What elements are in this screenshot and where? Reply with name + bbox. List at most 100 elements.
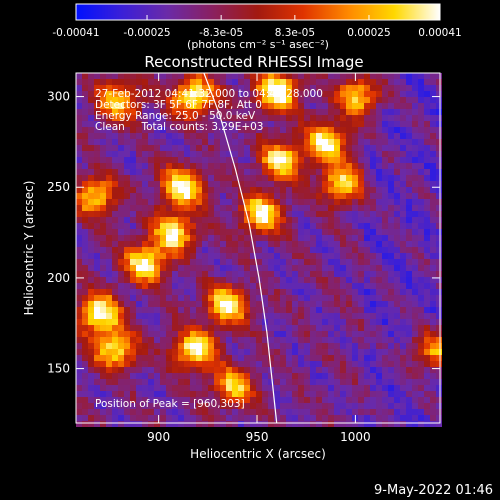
heatmap-cell <box>346 241 352 247</box>
heatmap-cell <box>310 265 316 271</box>
heatmap-cell <box>412 223 418 229</box>
heatmap-cell <box>76 175 82 181</box>
heatmap-cell <box>100 85 106 91</box>
heatmap-cell <box>370 127 376 133</box>
heatmap-cell <box>82 217 88 223</box>
heatmap-cell <box>304 169 310 175</box>
heatmap-cell <box>304 199 310 205</box>
heatmap-cell <box>124 319 130 325</box>
heatmap-cell <box>376 301 382 307</box>
heatmap-cell <box>424 229 430 235</box>
heatmap-cell <box>256 175 262 181</box>
heatmap-cell <box>208 271 214 277</box>
heatmap-cell <box>316 373 322 379</box>
heatmap-cell <box>436 151 442 157</box>
heatmap-cell <box>106 253 112 259</box>
heatmap-cell <box>142 385 148 391</box>
heatmap-cell <box>112 79 118 85</box>
heatmap-cell <box>190 205 196 211</box>
heatmap-cell <box>76 325 82 331</box>
heatmap-cell <box>268 265 274 271</box>
heatmap-cell <box>388 103 394 109</box>
heatmap-cell <box>112 217 118 223</box>
heatmap-cell <box>178 211 184 217</box>
heatmap-cell <box>148 385 154 391</box>
heatmap-cell <box>340 391 346 397</box>
heatmap-cell <box>250 175 256 181</box>
heatmap-cell <box>100 217 106 223</box>
heatmap-cell <box>376 121 382 127</box>
heatmap-cell <box>412 211 418 217</box>
heatmap-cell <box>232 91 238 97</box>
heatmap-cell <box>298 397 304 403</box>
heatmap-cell <box>394 331 400 337</box>
heatmap-cell <box>130 397 136 403</box>
heatmap-cell <box>280 349 286 355</box>
heatmap-cell <box>196 211 202 217</box>
heatmap-cell <box>358 151 364 157</box>
heatmap-cell <box>430 175 436 181</box>
heatmap-cell <box>328 265 334 271</box>
heatmap-cell <box>364 91 370 97</box>
heatmap-cell <box>154 301 160 307</box>
heatmap-cell <box>178 283 184 289</box>
heatmap-cell <box>418 391 424 397</box>
heatmap-cell <box>382 343 388 349</box>
heatmap-cell <box>274 127 280 133</box>
heatmap-cell <box>376 265 382 271</box>
heatmap-cell <box>358 271 364 277</box>
heatmap-cell <box>220 355 226 361</box>
heatmap-cell <box>406 259 412 265</box>
colorbar-tick-label: -8.3e-05 <box>199 27 243 39</box>
heatmap-cell <box>82 73 88 79</box>
heatmap-cell <box>298 121 304 127</box>
heatmap-cell <box>124 121 130 127</box>
heatmap-cell <box>112 265 118 271</box>
heatmap-cell <box>268 121 274 127</box>
heatmap-cell <box>256 229 262 235</box>
heatmap-cell <box>256 181 262 187</box>
heatmap-cell <box>184 235 190 241</box>
heatmap-cell <box>412 97 418 103</box>
heatmap-cell <box>286 391 292 397</box>
heatmap-cell <box>250 319 256 325</box>
y-axis-tick-label: 150 <box>47 362 70 376</box>
heatmap-cell <box>148 241 154 247</box>
heatmap-cell <box>262 175 268 181</box>
heatmap-cell <box>130 301 136 307</box>
heatmap-cell <box>118 373 124 379</box>
heatmap-cell <box>382 253 388 259</box>
heatmap-cell <box>334 421 340 427</box>
heatmap-cell <box>202 133 208 139</box>
heatmap-cell <box>184 73 190 79</box>
heatmap-cell <box>124 403 130 409</box>
heatmap-cell <box>196 379 202 385</box>
heatmap-cell <box>412 85 418 91</box>
heatmap-cell <box>340 121 346 127</box>
heatmap-cell <box>418 301 424 307</box>
heatmap-cell <box>334 211 340 217</box>
heatmap-cell <box>364 85 370 91</box>
heatmap-cell <box>196 349 202 355</box>
heatmap-cell <box>100 301 106 307</box>
heatmap-cell <box>262 241 268 247</box>
heatmap-cell <box>136 415 142 421</box>
heatmap-cell <box>118 325 124 331</box>
heatmap-cell <box>142 121 148 127</box>
heatmap-cell <box>226 313 232 319</box>
heatmap-cell <box>280 103 286 109</box>
heatmap-cell <box>394 301 400 307</box>
heatmap-cell <box>358 145 364 151</box>
heatmap-cell <box>376 367 382 373</box>
heatmap-cell <box>358 319 364 325</box>
heatmap-cell <box>292 379 298 385</box>
heatmap-cell <box>436 73 442 79</box>
heatmap-cell <box>226 139 232 145</box>
heatmap-cell <box>196 163 202 169</box>
heatmap-cell <box>190 307 196 313</box>
heatmap-cell <box>376 283 382 289</box>
heatmap-cell <box>304 139 310 145</box>
heatmap-cell <box>364 241 370 247</box>
heatmap-cell <box>172 79 178 85</box>
heatmap-cell <box>340 331 346 337</box>
